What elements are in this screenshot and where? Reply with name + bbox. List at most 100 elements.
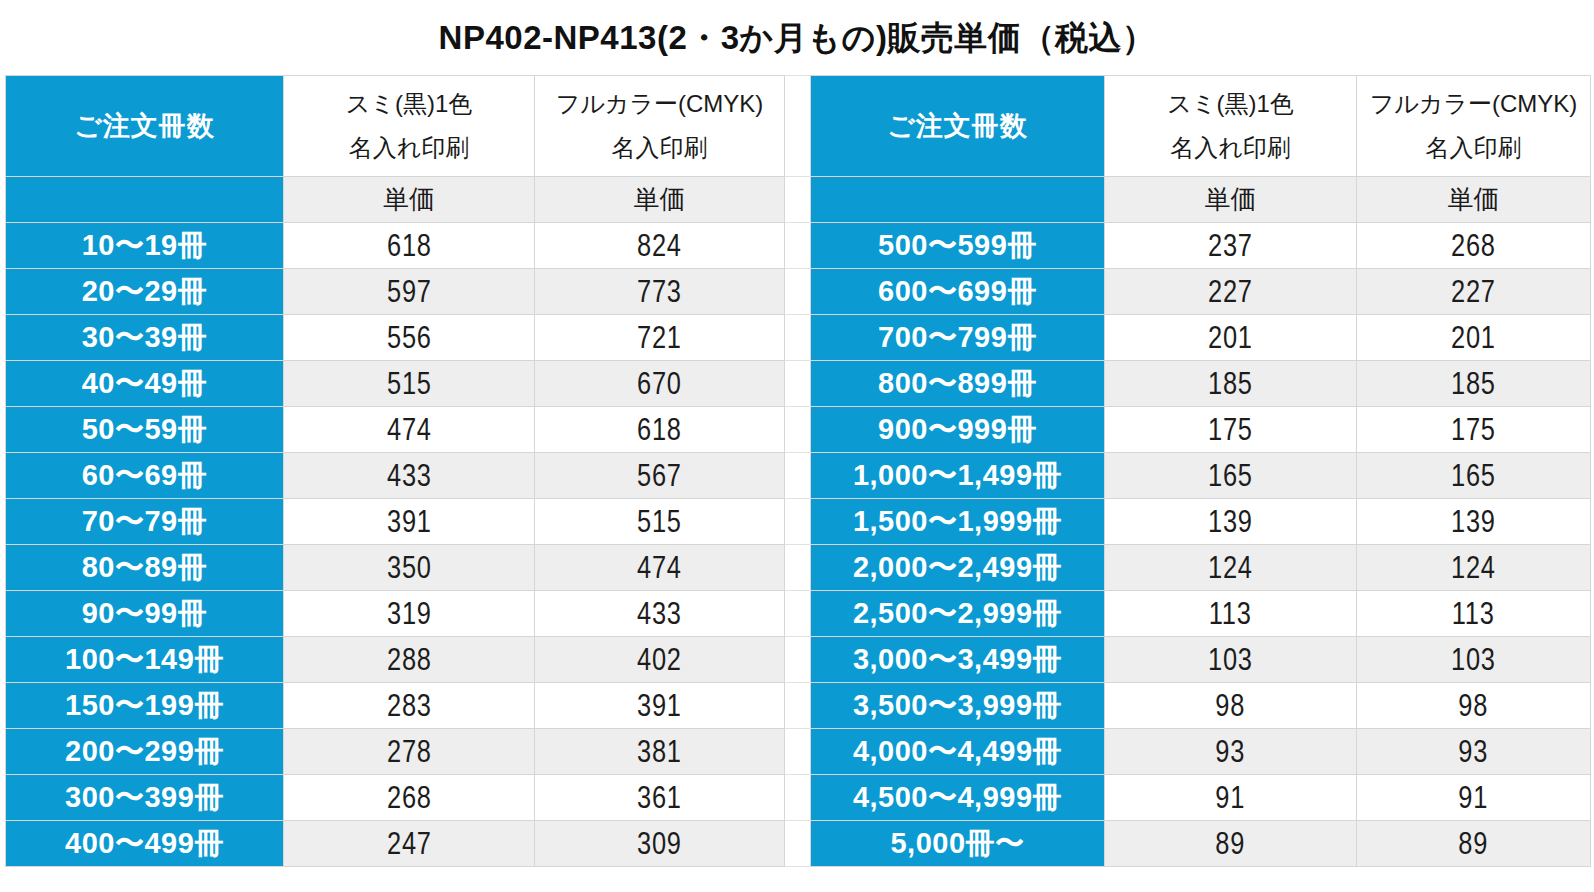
table-row: 80〜89冊 350 474 2,000〜2,499冊 124 124	[6, 545, 1591, 591]
order-quantity-cell: 600〜699冊	[811, 269, 1105, 315]
price-value: 433	[637, 596, 682, 632]
table-row: 150〜199冊 283 391 3,500〜3,999冊 98 98	[6, 683, 1591, 729]
mono-price-cell: 91	[1105, 775, 1357, 821]
subheader-row: 単価 単価 単価 単価	[6, 177, 1591, 223]
mono-price-cell: 89	[1105, 821, 1357, 867]
header-mono-right: スミ(黒)1色 名入れ印刷	[1105, 76, 1357, 177]
fullcolor-price-cell: 201	[1357, 315, 1591, 361]
fullcolor-price-cell: 361	[535, 775, 785, 821]
order-quantity-cell: 20〜29冊	[6, 269, 284, 315]
fullcolor-price-cell: 165	[1357, 453, 1591, 499]
order-quantity-cell: 2,000〜2,499冊	[811, 545, 1105, 591]
subheader-unit-price-mono-right: 単価	[1105, 177, 1357, 223]
subheader-blank-left	[6, 177, 284, 223]
price-value: 474	[637, 550, 682, 586]
price-value: 93	[1216, 734, 1246, 770]
price-value: 175	[1208, 412, 1253, 448]
order-quantity-cell: 60〜69冊	[6, 453, 284, 499]
price-sheet: NP402-NP413(2・3か月もの)販売単価（税込） ご注文冊数 スミ(黒)…	[0, 0, 1594, 892]
header-fullcolor-right-line1: フルカラー(CMYK)	[1357, 82, 1590, 126]
fullcolor-price-cell: 381	[535, 729, 785, 775]
mono-price-cell: 237	[1105, 223, 1357, 269]
order-quantity-cell: 2,500〜2,999冊	[811, 591, 1105, 637]
price-value: 556	[387, 320, 432, 356]
price-value: 402	[637, 642, 682, 678]
page-title: NP402-NP413(2・3か月もの)販売単価（税込）	[0, 0, 1594, 75]
price-value: 175	[1451, 412, 1496, 448]
mono-price-cell: 433	[284, 453, 535, 499]
mono-price-cell: 474	[284, 407, 535, 453]
price-value: 278	[387, 734, 432, 770]
order-quantity-cell: 40〜49冊	[6, 361, 284, 407]
table-row: 10〜19冊 618 824 500〜599冊 237 268	[6, 223, 1591, 269]
header-fullcolor-left: フルカラー(CMYK) 名入印刷	[535, 76, 785, 177]
price-value: 721	[637, 320, 682, 356]
price-value: 309	[637, 826, 682, 862]
price-value: 98	[1459, 688, 1489, 724]
order-quantity-cell: 10〜19冊	[6, 223, 284, 269]
price-value: 319	[387, 596, 432, 632]
order-quantity-cell: 1,000〜1,499冊	[811, 453, 1105, 499]
table-row: 70〜79冊 391 515 1,500〜1,999冊 139 139	[6, 499, 1591, 545]
order-quantity-cell: 3,500〜3,999冊	[811, 683, 1105, 729]
header-mono-right-line2: 名入れ印刷	[1105, 126, 1356, 170]
price-value: 201	[1451, 320, 1496, 356]
price-value: 247	[387, 826, 432, 862]
order-quantity-cell: 50〜59冊	[6, 407, 284, 453]
header-fullcolor-left-line2: 名入印刷	[535, 126, 784, 170]
price-value: 567	[637, 458, 682, 494]
header-order-quantity-right: ご注文冊数	[811, 76, 1105, 177]
table-gap	[785, 821, 811, 867]
price-value: 227	[1451, 274, 1496, 310]
table-row: 20〜29冊 597 773 600〜699冊 227 227	[6, 269, 1591, 315]
table-gap	[785, 361, 811, 407]
price-value: 597	[387, 274, 432, 310]
mono-price-cell: 391	[284, 499, 535, 545]
table-row: 50〜59冊 474 618 900〜999冊 175 175	[6, 407, 1591, 453]
fullcolor-price-cell: 93	[1357, 729, 1591, 775]
order-quantity-cell: 400〜499冊	[6, 821, 284, 867]
mono-price-cell: 268	[284, 775, 535, 821]
table-gap	[785, 729, 811, 775]
fullcolor-price-cell: 515	[535, 499, 785, 545]
order-quantity-cell: 100〜149冊	[6, 637, 284, 683]
fullcolor-price-cell: 824	[535, 223, 785, 269]
order-quantity-cell: 300〜399冊	[6, 775, 284, 821]
table-gap	[785, 499, 811, 545]
subheader-unit-price-mono-left: 単価	[284, 177, 535, 223]
fullcolor-price-cell: 227	[1357, 269, 1591, 315]
table-row: 200〜299冊 278 381 4,000〜4,499冊 93 93	[6, 729, 1591, 775]
header-fullcolor-right: フルカラー(CMYK) 名入印刷	[1357, 76, 1591, 177]
table-row: 300〜399冊 268 361 4,500〜4,999冊 91 91	[6, 775, 1591, 821]
price-value: 381	[637, 734, 682, 770]
subheader-blank-right	[811, 177, 1105, 223]
header-fullcolor-right-line2: 名入印刷	[1357, 126, 1590, 170]
order-quantity-cell: 70〜79冊	[6, 499, 284, 545]
fullcolor-price-cell: 670	[535, 361, 785, 407]
price-value: 268	[387, 780, 432, 816]
mono-price-cell: 515	[284, 361, 535, 407]
header-mono-right-line1: スミ(黒)1色	[1105, 82, 1356, 126]
price-value: 618	[387, 228, 432, 264]
table-gap	[785, 269, 811, 315]
mono-price-cell: 185	[1105, 361, 1357, 407]
price-table: ご注文冊数 スミ(黒)1色 名入れ印刷 フルカラー(CMYK) 名入印刷 ご注文…	[5, 75, 1591, 867]
fullcolor-price-cell: 91	[1357, 775, 1591, 821]
header-mono-left-line2: 名入れ印刷	[284, 126, 534, 170]
price-value: 91	[1459, 780, 1489, 816]
fullcolor-price-cell: 175	[1357, 407, 1591, 453]
table-row: 90〜99冊 319 433 2,500〜2,999冊 113 113	[6, 591, 1591, 637]
table-gap	[785, 76, 811, 177]
mono-price-cell: 288	[284, 637, 535, 683]
table-gap	[785, 545, 811, 591]
mono-price-cell: 556	[284, 315, 535, 361]
fullcolor-price-cell: 773	[535, 269, 785, 315]
order-quantity-cell: 90〜99冊	[6, 591, 284, 637]
mono-price-cell: 618	[284, 223, 535, 269]
price-value: 391	[387, 504, 432, 540]
order-quantity-cell: 30〜39冊	[6, 315, 284, 361]
price-value: 237	[1208, 228, 1253, 264]
price-value: 165	[1451, 458, 1496, 494]
fullcolor-price-cell: 139	[1357, 499, 1591, 545]
price-value: 98	[1216, 688, 1246, 724]
